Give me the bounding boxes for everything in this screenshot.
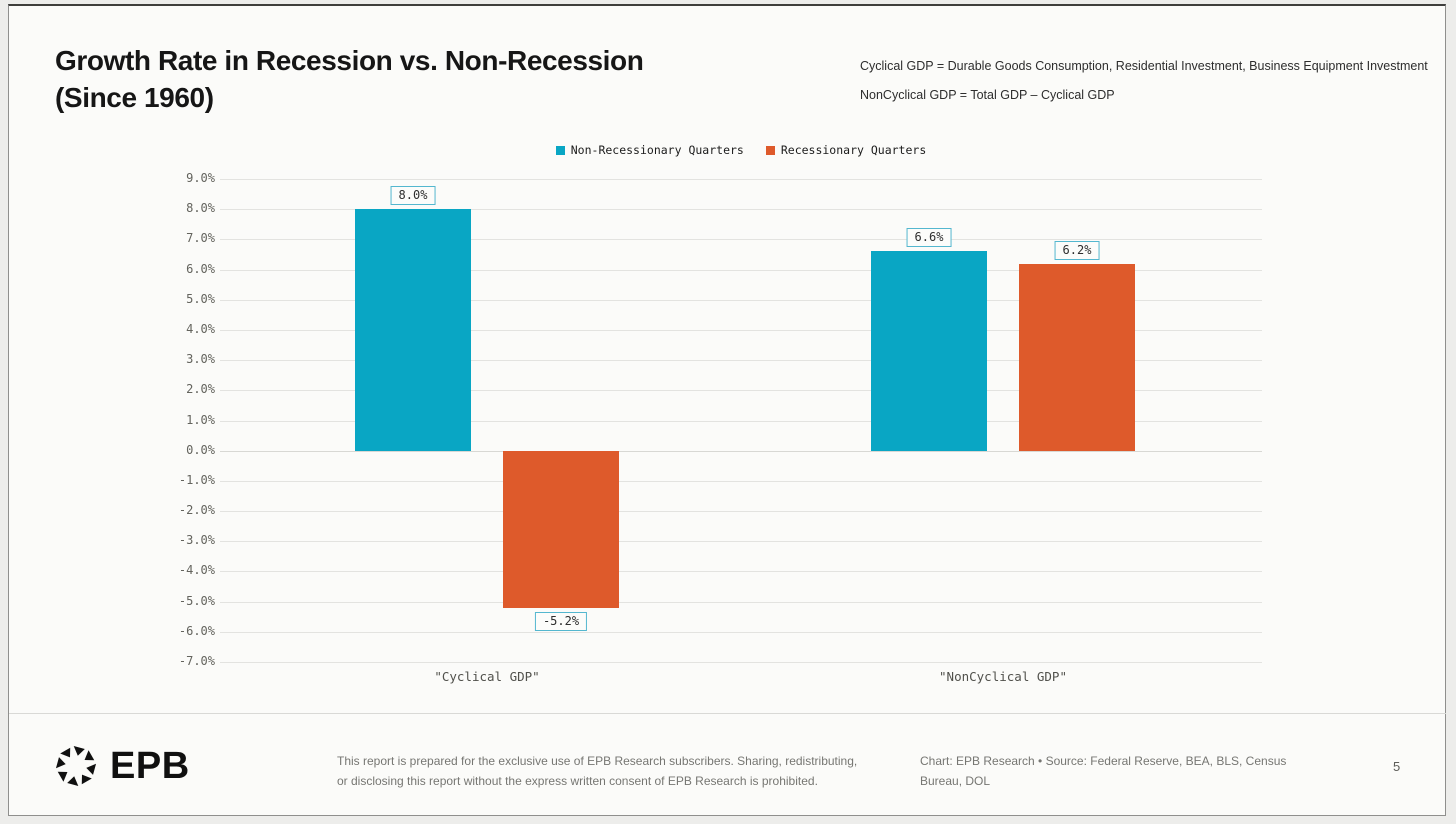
legend-item-recessionary-quarters: Recessionary Quarters xyxy=(765,143,927,157)
disclaimer-text: This report is prepared for the exclusiv… xyxy=(337,751,857,791)
footer-divider xyxy=(9,713,1446,714)
definition-notes: Cyclical GDP = Durable Goods Consumption… xyxy=(860,52,1428,110)
chart-source-text: Chart: EPB Research • Source: Federal Re… xyxy=(920,751,1286,791)
legend-label: Recessionary Quarters xyxy=(780,143,927,157)
legend-item-non-recessionary-quarters: Non-Recessionary Quarters xyxy=(555,143,744,157)
chart-legend: Non-Recessionary Quarters Recessionary Qu… xyxy=(220,143,1262,157)
page-number: 5 xyxy=(1393,759,1401,774)
disclaimer-line-2: or disclosing this report without the ex… xyxy=(337,774,818,788)
title-line-1: Growth Rate in Recession vs. Non-Recessi… xyxy=(55,45,644,76)
title-line-2: (Since 1960) xyxy=(55,82,214,113)
epb-logo-mark xyxy=(55,745,97,787)
note-noncyclical-gdp: NonCyclical GDP = Total GDP – Cyclical G… xyxy=(860,88,1115,102)
epb-logo-text: EPB xyxy=(110,744,190,787)
legend-swatch xyxy=(765,145,775,155)
note-cyclical-gdp: Cyclical GDP = Durable Goods Consumption… xyxy=(860,59,1428,73)
page-title: Growth Rate in Recession vs. Non-Recessi… xyxy=(55,42,644,116)
legend-label: Non-Recessionary Quarters xyxy=(570,143,744,157)
disclaimer-line-1: This report is prepared for the exclusiv… xyxy=(337,754,858,768)
page-background xyxy=(8,4,1446,816)
source-line-2: Bureau, DOL xyxy=(920,774,991,788)
source-line-1: Chart: EPB Research • Source: Federal Re… xyxy=(920,754,1287,768)
epb-logo: EPB xyxy=(53,743,190,789)
legend-swatch xyxy=(555,145,565,155)
